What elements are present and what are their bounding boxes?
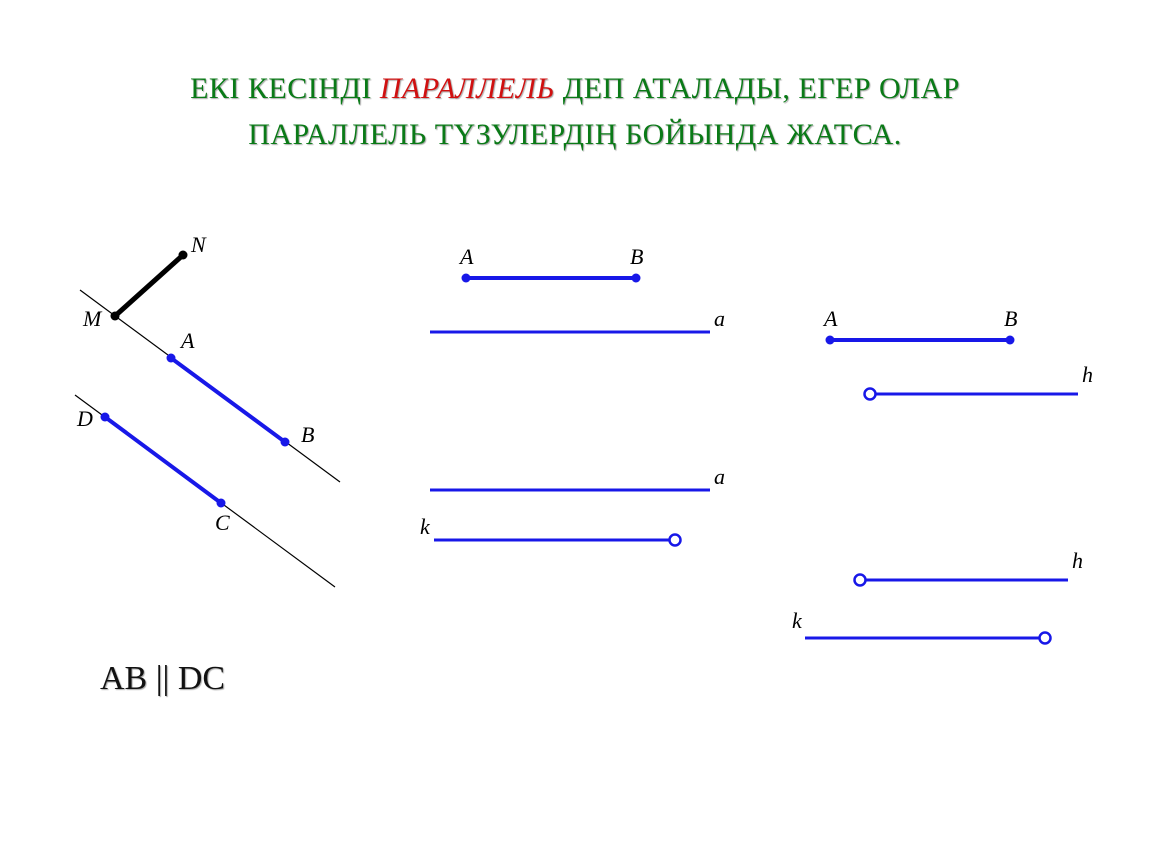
diagram-right: A B h h k bbox=[790, 300, 1110, 750]
point-b-mid bbox=[632, 274, 641, 283]
point-c bbox=[217, 499, 226, 508]
label-a-mid: A bbox=[458, 244, 474, 269]
ray-h-lower-open bbox=[855, 575, 866, 586]
label-b-mid: B bbox=[630, 244, 643, 269]
point-m bbox=[111, 312, 120, 321]
point-b-right bbox=[1006, 336, 1015, 345]
label-k-right: k bbox=[792, 608, 803, 633]
label-b-right: B bbox=[1004, 306, 1017, 331]
point-a-right bbox=[826, 336, 835, 345]
label-line-a1: a bbox=[714, 306, 725, 331]
slide-title: ЕКІ КЕСІНДІ ПАРАЛЛЕЛЬ ДЕП АТАЛАДЫ, ЕГЕР … bbox=[0, 66, 1150, 157]
label-c: C bbox=[215, 510, 230, 535]
label-a-right: A bbox=[822, 306, 838, 331]
label-line-a2: a bbox=[714, 464, 725, 489]
label-n: N bbox=[190, 232, 207, 257]
segment-mn bbox=[115, 255, 183, 316]
diagram-mid: A B a a k bbox=[420, 240, 740, 600]
ray-k-right-open bbox=[1040, 633, 1051, 644]
title-part-1: ЕКІ КЕСІНДІ bbox=[190, 72, 380, 105]
point-n bbox=[179, 251, 188, 260]
label-b: B bbox=[301, 422, 314, 447]
point-a bbox=[167, 354, 176, 363]
segment-dc bbox=[105, 417, 221, 503]
label-a: A bbox=[179, 328, 195, 353]
label-d: D bbox=[76, 406, 93, 431]
title-line-2: ПАРАЛЛЕЛЬ ТҮЗУЛЕРДІҢ БОЙЫНДА ЖАТСА. bbox=[248, 118, 902, 151]
label-h-upper: h bbox=[1082, 362, 1093, 387]
ray-h-upper-open bbox=[865, 389, 876, 400]
label-m: M bbox=[82, 306, 103, 331]
point-a-mid bbox=[462, 274, 471, 283]
caption-ab-dc: AB || DC bbox=[100, 660, 225, 698]
title-highlight: ПАРАЛЛЕЛЬ bbox=[380, 72, 555, 105]
point-b bbox=[281, 438, 290, 447]
ray-k-mid-open bbox=[670, 535, 681, 546]
label-ray-k-mid: k bbox=[420, 514, 431, 539]
title-part-2: ДЕП АТАЛАДЫ, ЕГЕР ОЛАР bbox=[555, 72, 960, 105]
point-d bbox=[101, 413, 110, 422]
label-h-lower: h bbox=[1072, 548, 1083, 573]
segment-ab bbox=[171, 358, 285, 442]
diagram-left: M N A B D C bbox=[55, 230, 375, 590]
